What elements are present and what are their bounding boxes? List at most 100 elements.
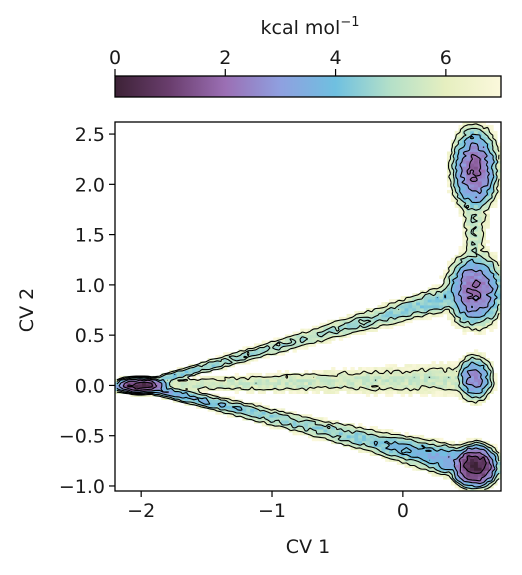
heatmap-cell <box>470 154 475 158</box>
heatmap-cell <box>489 157 494 161</box>
heatmap-cell <box>419 293 425 297</box>
heatmap-cell <box>450 181 456 185</box>
heatmap-cell <box>416 305 421 309</box>
heatmap-cell <box>473 361 479 365</box>
heatmap-cell <box>462 207 467 211</box>
heatmap-cell <box>338 431 344 436</box>
heatmap-cell <box>473 142 479 147</box>
heatmap-cell <box>342 367 347 371</box>
heatmap-cell <box>443 272 448 276</box>
heatmap-cell <box>485 157 490 161</box>
heatmap-cell <box>292 349 297 353</box>
heatmap-cell <box>412 390 417 394</box>
heatmap-cell <box>481 213 486 217</box>
heatmap-cell <box>327 337 332 341</box>
heatmap-cell <box>416 443 421 448</box>
heatmap-cell <box>458 148 463 152</box>
heatmap-cell <box>226 381 232 386</box>
heatmap-cell <box>450 139 456 144</box>
heatmap-cell <box>362 387 367 392</box>
contour-line <box>116 127 500 490</box>
heatmap-cell <box>277 411 282 415</box>
heatmap-cell <box>473 461 479 465</box>
heatmap-cell <box>435 387 440 392</box>
heatmap-cell <box>331 381 336 386</box>
heatmap-cell <box>215 375 220 380</box>
heatmap-cell <box>473 449 479 454</box>
heatmap-cell <box>481 355 486 359</box>
heatmap-cell <box>493 254 498 259</box>
heatmap-cell <box>481 302 486 306</box>
heatmap-cell <box>180 372 185 377</box>
heatmap-cell <box>346 378 351 383</box>
heatmap-cell <box>207 396 212 400</box>
heatmap-cell <box>180 390 185 394</box>
heatmap-cell <box>443 458 448 462</box>
heatmap-cell <box>473 352 479 356</box>
heatmap-cell <box>489 307 494 312</box>
heatmap-cell <box>431 449 436 454</box>
heatmap-cell <box>226 408 232 412</box>
heatmap-cell <box>458 154 463 158</box>
heatmap-cell <box>385 364 390 368</box>
heatmap-cell <box>481 175 486 179</box>
heatmap-cell <box>466 307 471 312</box>
heatmap-cell <box>196 367 201 371</box>
heatmap-cell <box>261 405 266 409</box>
heatmap-cell <box>404 443 409 448</box>
heatmap-cell <box>242 414 247 418</box>
heatmap-cell <box>481 189 486 194</box>
heatmap-cell <box>315 390 320 394</box>
heatmap-cell <box>473 325 479 330</box>
heatmap-cell <box>458 272 463 276</box>
heatmap-cell <box>273 417 278 421</box>
heatmap-cell <box>419 316 425 321</box>
heatmap-cell <box>446 313 452 318</box>
heatmap-cell <box>462 482 467 486</box>
heatmap-cell <box>454 172 459 176</box>
heatmap-cell <box>477 455 483 459</box>
heatmap-cell <box>473 127 479 132</box>
heatmap-cell <box>485 293 490 297</box>
heatmap-cell <box>400 443 405 448</box>
heatmap-cell <box>269 414 274 418</box>
heatmap-cell <box>450 166 456 170</box>
heatmap-cell <box>497 166 501 170</box>
heatmap-cell <box>473 328 479 332</box>
heatmap-cell <box>331 367 336 371</box>
heatmap-cell <box>470 381 475 386</box>
heatmap-cell <box>481 378 486 383</box>
heatmap-cell <box>408 367 413 371</box>
heatmap-cell <box>400 440 405 445</box>
heatmap-cell <box>462 219 467 223</box>
heatmap-cell <box>296 337 301 341</box>
heatmap-cell <box>439 452 444 456</box>
heatmap-cell <box>435 364 440 368</box>
heatmap-cell <box>389 393 394 397</box>
heatmap-cell <box>323 322 328 327</box>
heatmap-cell <box>300 381 305 386</box>
heatmap-cell <box>462 464 467 468</box>
heatmap-cell <box>327 340 332 344</box>
heatmap-cell <box>454 133 459 138</box>
heatmap-cell <box>493 322 498 327</box>
heatmap-cell <box>223 358 228 362</box>
heatmap-cell <box>257 408 263 412</box>
heatmap-cell <box>477 378 483 383</box>
heatmap-cell <box>473 393 479 397</box>
heatmap-cell <box>165 381 170 386</box>
heatmap-cell <box>389 313 394 318</box>
heatmap-cell <box>481 183 486 188</box>
heatmap-cell <box>435 458 440 462</box>
heatmap-cell <box>219 355 224 359</box>
heatmap-cell <box>315 375 320 380</box>
heatmap-cell <box>481 260 486 265</box>
heatmap-cell <box>477 361 483 365</box>
heatmap-cell <box>362 429 367 433</box>
heatmap-cell <box>392 299 398 303</box>
heatmap-cell <box>377 437 382 442</box>
heatmap-cell <box>338 387 344 392</box>
heatmap-cell <box>145 381 151 386</box>
heatmap-cell <box>315 378 320 383</box>
heatmap-cell <box>365 381 371 386</box>
